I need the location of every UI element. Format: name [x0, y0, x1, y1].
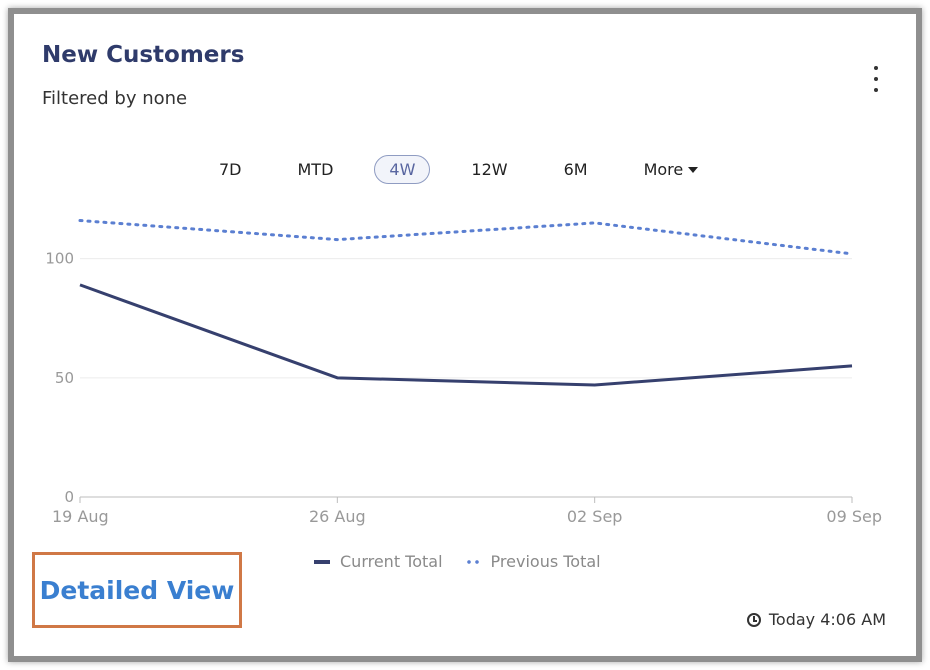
- x-tick-label: 26 Aug: [309, 507, 366, 526]
- time-range-selector: 7D MTD 4W 12W 6M More: [204, 153, 739, 185]
- x-tick-label: 02 Sep: [567, 507, 623, 526]
- kebab-menu-icon[interactable]: [866, 66, 886, 92]
- legend-previous-total[interactable]: Previous Total: [464, 552, 601, 571]
- legend-current-total[interactable]: Current Total: [314, 552, 443, 571]
- chart-legend: Current Total Previous Total: [314, 552, 623, 571]
- range-more-label: More: [643, 159, 684, 179]
- filter-subtitle: Filtered by none: [42, 88, 188, 109]
- widget-title: New Customers: [42, 42, 245, 68]
- clock-icon: [746, 612, 761, 627]
- y-tick-label: 100: [45, 250, 74, 268]
- caret-down-icon: [688, 167, 699, 173]
- line-chart: 0 50 100 19 Aug 26 Aug 02 Sep 09 Sep: [45, 219, 882, 526]
- x-tick-label: 09 Sep: [826, 507, 882, 526]
- widget-card: New Customers Filtered by none 7D MTD 4W…: [8, 8, 922, 662]
- range-4w[interactable]: 4W: [374, 154, 431, 184]
- last-updated: Today 4:06 AM: [746, 610, 886, 629]
- range-6m[interactable]: 6M: [563, 159, 588, 179]
- x-tick-label: 19 Aug: [52, 507, 109, 526]
- y-tick-label: 50: [55, 369, 74, 387]
- series-line-current-total: [79, 283, 853, 387]
- legend-swatch-solid: [314, 559, 330, 564]
- range-12w[interactable]: 12W: [471, 159, 508, 179]
- range-7d[interactable]: 7D: [219, 159, 242, 179]
- legend-label-previous: Previous Total: [490, 552, 601, 571]
- y-tick-label: 0: [64, 488, 74, 506]
- series-line-previous-total: [78, 219, 854, 256]
- detailed-view-link[interactable]: Detailed View: [32, 552, 242, 628]
- range-more-dropdown[interactable]: More: [629, 155, 714, 184]
- legend-label-current: Current Total: [340, 552, 443, 571]
- timestamp-text: Today 4:06 AM: [768, 610, 886, 629]
- range-mtd[interactable]: MTD: [297, 159, 334, 179]
- legend-swatch-dotted: [464, 559, 481, 564]
